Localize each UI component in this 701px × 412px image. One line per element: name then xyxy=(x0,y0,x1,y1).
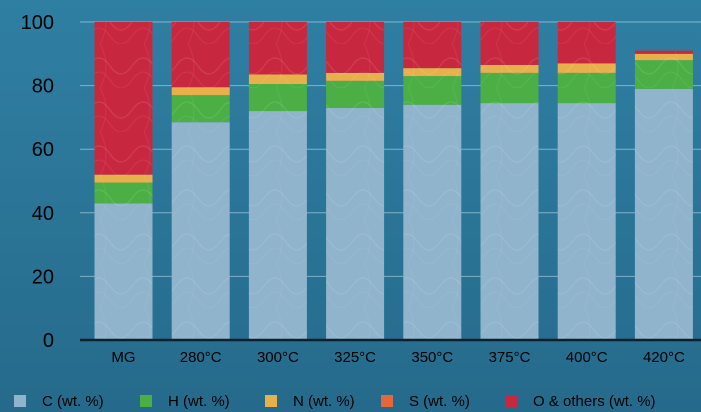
bar-texture xyxy=(480,103,539,340)
bar-texture xyxy=(94,182,153,204)
legend-swatch xyxy=(381,395,393,407)
bar-texture xyxy=(557,72,616,104)
bar-texture xyxy=(326,80,385,108)
bar-texture xyxy=(634,60,693,89)
bar-texture xyxy=(94,203,153,340)
bar-texture xyxy=(403,68,462,77)
bars-layer xyxy=(94,22,693,341)
legend-swatch xyxy=(265,395,277,407)
legend: C (wt. %) H (wt. %) N (wt. %) S (wt. %) O & … xyxy=(14,393,656,410)
bar-texture xyxy=(94,22,153,175)
bar-texture xyxy=(403,76,462,105)
y-tick-label: 80 xyxy=(32,76,54,98)
bar-texture xyxy=(557,63,616,73)
bar-texture xyxy=(557,103,616,340)
legend-label: O & others (wt. %) xyxy=(533,393,656,410)
bar-texture xyxy=(248,84,307,112)
bar-texture xyxy=(171,95,230,123)
bar-texture xyxy=(248,111,307,340)
legend-label: S (wt. %) xyxy=(409,393,470,410)
y-tick-label: 60 xyxy=(32,139,54,161)
bar-texture xyxy=(248,74,307,85)
bar-texture xyxy=(634,50,693,54)
bar-texture xyxy=(634,88,693,340)
bar-texture xyxy=(480,22,539,65)
x-tick-label: 375°C xyxy=(489,349,531,366)
bar-texture xyxy=(171,22,230,88)
bar-texture xyxy=(326,107,385,340)
x-tick-label: 325°C xyxy=(334,349,376,366)
x-tick-label: 400°C xyxy=(566,349,608,366)
legend-label: H (wt. %) xyxy=(168,393,230,410)
x-tick-label: MG xyxy=(111,349,135,366)
bar-texture xyxy=(171,87,230,96)
legend-swatch xyxy=(14,395,26,407)
y-tick-label: 0 xyxy=(43,330,54,352)
bar-texture xyxy=(248,22,307,75)
bar-texture xyxy=(326,22,385,73)
bar-texture xyxy=(403,22,462,69)
bar-texture xyxy=(326,72,385,81)
legend-label: C (wt. %) xyxy=(42,393,104,410)
bar-texture xyxy=(480,64,539,73)
bar-texture xyxy=(557,22,616,64)
x-tick-label: 300°C xyxy=(257,349,299,366)
legend-label: N (wt. %) xyxy=(293,393,355,410)
x-tick-label: 350°C xyxy=(411,349,453,366)
y-tick-label: 40 xyxy=(32,203,54,225)
legend-swatch xyxy=(140,395,152,407)
bar-texture xyxy=(634,53,693,61)
bar-texture xyxy=(403,104,462,341)
bar-texture xyxy=(94,174,153,183)
y-tick-label: 100 xyxy=(21,12,54,34)
x-tick-label: 280°C xyxy=(180,349,222,366)
y-tick-label: 20 xyxy=(32,266,54,288)
legend-swatch xyxy=(505,395,517,407)
axis-layer: 0 20 40 60 80 100 MG 280°C 300°C 325°C 350°C 375°C 4… xyxy=(21,12,701,366)
bar-texture xyxy=(171,122,230,340)
bar-texture xyxy=(480,72,539,104)
x-tick-label: 420°C xyxy=(643,349,685,366)
